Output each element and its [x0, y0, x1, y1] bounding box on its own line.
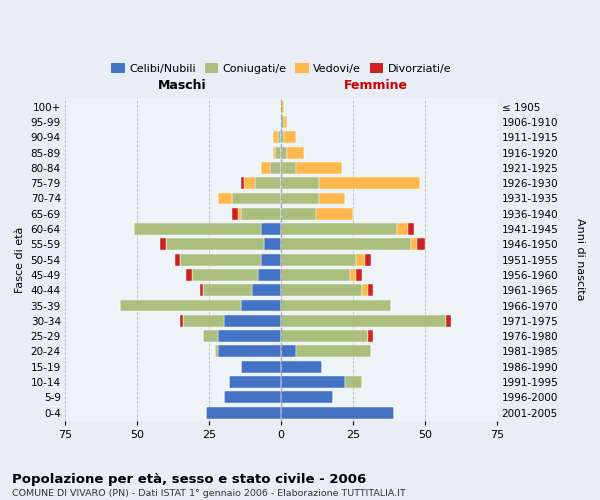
- Y-axis label: Anni di nascita: Anni di nascita: [575, 218, 585, 301]
- Text: Popolazione per età, sesso e stato civile - 2006: Popolazione per età, sesso e stato civil…: [12, 472, 366, 486]
- Bar: [183, 315, 224, 327]
- Bar: [281, 360, 322, 372]
- Bar: [264, 238, 281, 250]
- Bar: [365, 254, 371, 266]
- Bar: [241, 300, 281, 312]
- Bar: [344, 376, 362, 388]
- Bar: [411, 238, 416, 250]
- Bar: [281, 406, 394, 418]
- Bar: [319, 177, 419, 189]
- Bar: [281, 208, 316, 220]
- Bar: [284, 116, 287, 128]
- Bar: [180, 254, 261, 266]
- Bar: [186, 269, 192, 281]
- Bar: [192, 269, 258, 281]
- Bar: [206, 406, 281, 418]
- Bar: [281, 330, 368, 342]
- Bar: [356, 269, 362, 281]
- Text: COMUNE DI VIVARO (PN) - Dati ISTAT 1° gennaio 2006 - Elaborazione TUTTITALIA.IT: COMUNE DI VIVARO (PN) - Dati ISTAT 1° ge…: [12, 489, 406, 498]
- Bar: [296, 346, 371, 358]
- Bar: [215, 346, 218, 358]
- Bar: [218, 346, 281, 358]
- Bar: [261, 223, 281, 235]
- Bar: [175, 254, 180, 266]
- Bar: [281, 300, 391, 312]
- Bar: [281, 177, 319, 189]
- Bar: [232, 192, 281, 204]
- Bar: [397, 223, 408, 235]
- Bar: [253, 284, 281, 296]
- Bar: [224, 315, 281, 327]
- Bar: [281, 146, 287, 158]
- Bar: [241, 208, 281, 220]
- Bar: [244, 177, 255, 189]
- Bar: [319, 192, 344, 204]
- Bar: [203, 330, 218, 342]
- Bar: [362, 284, 368, 296]
- Bar: [356, 254, 365, 266]
- Bar: [281, 315, 446, 327]
- Bar: [200, 284, 203, 296]
- Bar: [281, 101, 284, 112]
- Y-axis label: Fasce di età: Fasce di età: [15, 226, 25, 293]
- Bar: [296, 162, 342, 174]
- Bar: [281, 238, 411, 250]
- Bar: [281, 162, 296, 174]
- Bar: [408, 223, 414, 235]
- Bar: [281, 223, 397, 235]
- Bar: [281, 116, 284, 128]
- Bar: [229, 376, 281, 388]
- Bar: [261, 254, 281, 266]
- Bar: [281, 346, 296, 358]
- Bar: [120, 300, 241, 312]
- Bar: [232, 208, 238, 220]
- Bar: [368, 330, 373, 342]
- Bar: [446, 315, 451, 327]
- Bar: [281, 269, 350, 281]
- Text: Maschi: Maschi: [157, 79, 206, 92]
- Bar: [281, 284, 362, 296]
- Bar: [203, 284, 253, 296]
- Bar: [134, 223, 261, 235]
- Bar: [316, 208, 353, 220]
- Bar: [238, 208, 241, 220]
- Bar: [224, 392, 281, 403]
- Bar: [160, 238, 166, 250]
- Bar: [241, 177, 244, 189]
- Bar: [272, 146, 275, 158]
- Bar: [287, 146, 304, 158]
- Bar: [218, 330, 281, 342]
- Bar: [275, 146, 281, 158]
- Bar: [281, 392, 333, 403]
- Bar: [241, 360, 281, 372]
- Bar: [272, 132, 278, 143]
- Bar: [281, 132, 284, 143]
- Bar: [255, 177, 281, 189]
- Legend: Celibi/Nubili, Coniugati/e, Vedovi/e, Divorziati/e: Celibi/Nubili, Coniugati/e, Vedovi/e, Di…: [107, 58, 455, 78]
- Text: Femmine: Femmine: [344, 79, 409, 92]
- Bar: [416, 238, 425, 250]
- Bar: [258, 269, 281, 281]
- Bar: [218, 192, 232, 204]
- Bar: [278, 132, 281, 143]
- Bar: [269, 162, 281, 174]
- Bar: [261, 162, 269, 174]
- Bar: [166, 238, 264, 250]
- Bar: [281, 376, 344, 388]
- Bar: [281, 254, 356, 266]
- Bar: [281, 192, 319, 204]
- Bar: [350, 269, 356, 281]
- Bar: [368, 284, 373, 296]
- Bar: [284, 132, 296, 143]
- Bar: [180, 315, 183, 327]
